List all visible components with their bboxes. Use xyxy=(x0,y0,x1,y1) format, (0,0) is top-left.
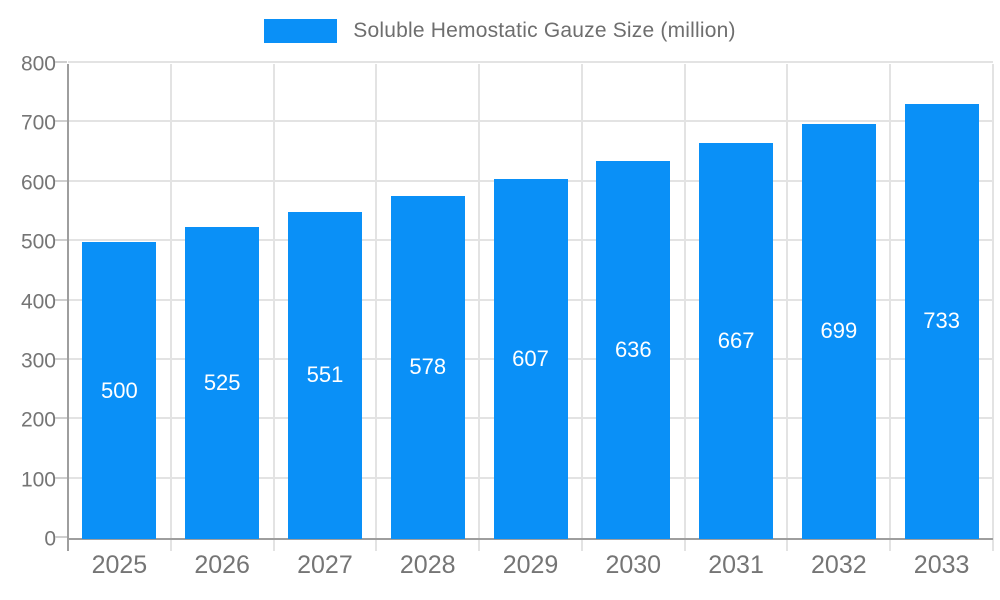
bar-column-2028: 578 xyxy=(376,64,479,539)
y-axis-label-700: 700 xyxy=(20,111,56,135)
bar-value-label-2031: 667 xyxy=(717,327,755,353)
x-axis-label-2025: 2025 xyxy=(91,551,148,579)
category-boundary-line-3 xyxy=(375,64,378,551)
y-axis-label-100: 100 xyxy=(20,468,56,492)
bar-value-label-2025: 500 xyxy=(101,377,138,403)
bar-value-label-2028: 578 xyxy=(409,354,447,380)
bar-value-label-2027: 551 xyxy=(306,362,344,388)
bar-value-label-2026: 525 xyxy=(203,370,241,396)
y-axis-label-300: 300 xyxy=(20,349,56,373)
category-boundary-line-5 xyxy=(580,64,583,551)
bar-2030[interactable]: 636 xyxy=(596,161,671,539)
x-axis-label-2031: 2031 xyxy=(708,551,764,579)
bar-2026[interactable]: 525 xyxy=(185,227,260,539)
category-boundary-line-7 xyxy=(786,64,789,551)
bar-column-2032: 699 xyxy=(787,64,890,539)
bar-2027[interactable]: 551 xyxy=(287,211,362,539)
category-boundary-line-9 xyxy=(992,64,994,551)
y-axis-label-500: 500 xyxy=(20,230,56,254)
y-axis-labels: 0 100 200 300 400 500 600 700 800 xyxy=(0,54,56,550)
y-tick-500 xyxy=(55,239,67,242)
y-axis-label-200: 200 xyxy=(20,408,56,432)
y-tick-100 xyxy=(55,476,67,479)
x-axis-label-2032: 2032 xyxy=(811,551,867,579)
bar-2033[interactable]: 733 xyxy=(904,103,979,539)
category-boundary-line-4 xyxy=(478,64,481,551)
bar-column-2030: 636 xyxy=(582,64,685,539)
bar-column-2033: 733 xyxy=(890,64,993,539)
x-axis-line xyxy=(68,538,993,540)
bar-column-2029: 607 xyxy=(479,64,582,539)
y-tick-800 xyxy=(55,61,67,63)
bar-column-2031: 667 xyxy=(685,64,788,539)
gridline-700 xyxy=(68,120,993,123)
y-tick-700 xyxy=(55,120,67,123)
x-axis-label-2033: 2033 xyxy=(913,551,970,579)
y-axis-label-800: 800 xyxy=(20,52,56,76)
y-tick-0 xyxy=(55,536,67,538)
x-axis-label-2028: 2028 xyxy=(399,551,456,579)
bar-value-label-2030: 636 xyxy=(614,337,652,363)
y-tick-400 xyxy=(55,298,67,301)
gridline-800 xyxy=(68,61,993,63)
x-axis-label-2030: 2030 xyxy=(605,551,662,579)
legend-label: Soluble Hemostatic Gauze Size (million) xyxy=(353,19,736,42)
y-tick-600 xyxy=(55,179,67,182)
y-axis-label-600: 600 xyxy=(20,171,56,195)
bar-2031[interactable]: 667 xyxy=(699,142,774,539)
legend-item[interactable]: Soluble Hemostatic Gauze Size (million) xyxy=(0,19,1000,43)
x-axis-label-2029: 2029 xyxy=(502,551,559,579)
x-axis-label-2026: 2026 xyxy=(194,551,250,579)
y-tick-200 xyxy=(55,417,67,420)
bar-column-2025: 500 xyxy=(68,64,171,539)
x-axis-labels: 2025 2026 2027 2028 2029 2030 2031 2032 2033 xyxy=(68,553,993,587)
bar-column-2027: 551 xyxy=(274,64,377,539)
bar-2029[interactable]: 607 xyxy=(493,178,568,539)
y-axis-label-400: 400 xyxy=(20,290,56,313)
bar-2028[interactable]: 578 xyxy=(390,195,465,539)
bar-value-label-2032: 699 xyxy=(820,318,858,344)
x-axis-label-2027: 2027 xyxy=(297,551,353,579)
bar-value-label-2033: 733 xyxy=(923,308,960,334)
y-axis-label-0: 0 xyxy=(44,527,56,551)
y-tick-300 xyxy=(55,357,67,360)
category-boundary-line-1 xyxy=(169,64,172,551)
y-axis-line xyxy=(67,64,69,551)
plot-area: 500 525 551 578 607 636 667 699 733 xyxy=(55,61,994,551)
category-boundary-line-8 xyxy=(889,64,892,551)
category-boundary-line-2 xyxy=(272,64,275,551)
bar-2032[interactable]: 699 xyxy=(801,123,876,539)
bar-2025[interactable]: 500 xyxy=(82,242,157,539)
legend-swatch-icon xyxy=(264,19,338,43)
bar-column-2026: 525 xyxy=(171,64,274,539)
bar-series: 500 525 551 578 607 636 667 699 733 xyxy=(68,64,993,539)
bar-value-label-2029: 607 xyxy=(512,345,549,371)
category-boundary-line-6 xyxy=(683,64,686,551)
